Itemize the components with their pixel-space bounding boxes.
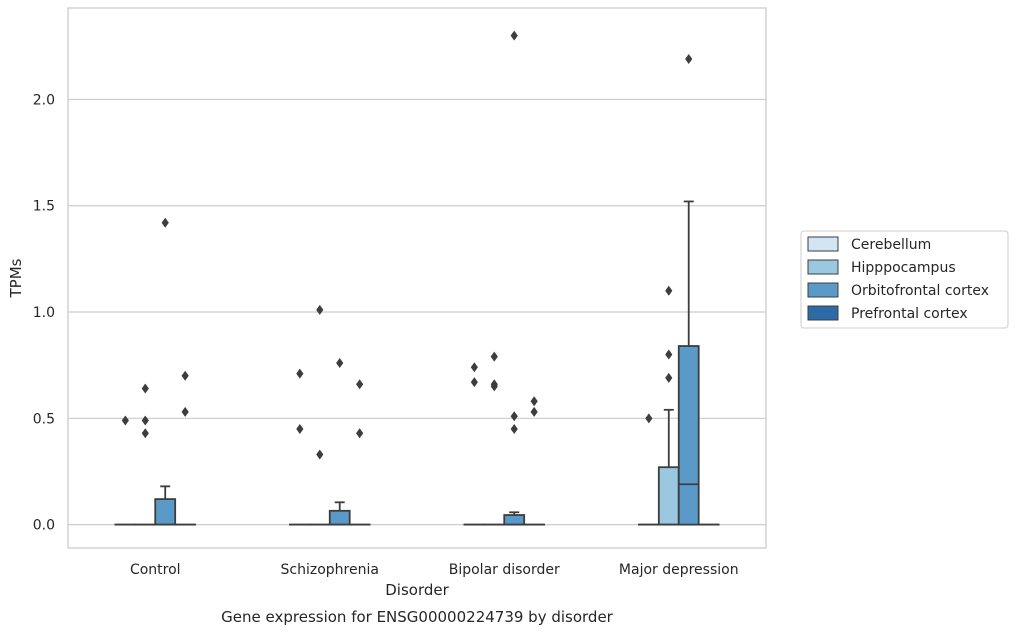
outlier-point <box>161 217 169 228</box>
outlier-point <box>336 358 344 369</box>
y-tick-labels: 0.0 0.5 1.0 1.5 2.0 <box>33 92 55 533</box>
x-axis-label: Disorder <box>385 581 449 599</box>
x-tick-label: Schizophrenia <box>281 562 379 578</box>
box-group <box>483 351 506 526</box>
box-group <box>348 379 371 526</box>
legend-entry-label: Prefrontal cortex <box>851 306 968 322</box>
box <box>503 514 526 526</box>
outlier-point <box>356 379 364 390</box>
legend-swatch <box>807 259 839 275</box>
outlier-point <box>490 351 498 362</box>
y-tick-label: 0.5 <box>33 411 55 427</box>
plot-background <box>68 8 766 548</box>
box-series <box>114 30 720 526</box>
box <box>677 345 700 526</box>
outlier-point <box>490 381 498 392</box>
legend-frame <box>800 230 1009 329</box>
box-group <box>174 370 197 526</box>
outlier-point <box>665 285 673 296</box>
outlier-point <box>356 428 364 439</box>
outlier-point <box>470 362 478 373</box>
y-tick-label: 1.5 <box>33 199 55 215</box>
outlier-point <box>470 377 478 388</box>
box-group <box>503 30 526 526</box>
outlier-point <box>510 411 518 422</box>
outlier-point <box>181 406 189 417</box>
outlier-point <box>141 428 149 439</box>
box-group <box>134 383 157 526</box>
outlier-point <box>296 368 304 379</box>
outlier-point <box>510 423 518 434</box>
outlier-point <box>141 415 149 426</box>
outlier-point <box>530 396 538 407</box>
outlier-point <box>645 413 653 424</box>
outlier-point <box>530 406 538 417</box>
x-tick-labels: Control Schizophrenia Bipolar disorder Majo… <box>130 562 739 578</box>
x-tick-label: Control <box>130 562 181 578</box>
outlier-point <box>316 449 324 460</box>
y-tick-label: 0.0 <box>33 518 55 534</box>
box <box>154 498 177 526</box>
legend: Cerebellum Hipppocampus Orbitofrontal cort… <box>800 230 1009 329</box>
outlier-point <box>316 304 324 315</box>
legend-entry-label: Hipppocampus <box>851 260 956 276</box>
legend-entry-label: Cerebellum <box>851 237 931 253</box>
box-group <box>523 396 546 526</box>
box-group <box>677 54 700 526</box>
box <box>657 466 680 526</box>
box-group <box>328 358 351 526</box>
outlier-point <box>685 54 693 65</box>
outlier-point <box>121 415 129 426</box>
outlier-point <box>181 370 189 381</box>
box <box>328 509 351 526</box>
legend-swatch <box>807 236 839 252</box>
y-tick-label: 2.0 <box>33 92 55 108</box>
x-tick-label: Major depression <box>619 562 739 578</box>
legend-swatch <box>807 305 839 321</box>
outlier-point <box>141 383 149 394</box>
chart-caption: Gene expression for ENSG00000224739 by d… <box>221 608 614 626</box>
outlier-point <box>510 30 518 41</box>
legend-swatch <box>807 282 839 298</box>
x-tick-label: Bipolar disorder <box>449 562 560 578</box>
y-tick-label: 1.0 <box>33 305 55 321</box>
legend-entry-label: Orbitofrontal cortex <box>851 283 989 299</box>
outlier-point <box>296 423 304 434</box>
box-group <box>154 217 177 526</box>
outlier-point <box>665 372 673 383</box>
outlier-point <box>665 349 673 360</box>
y-axis-label: TPMs <box>7 258 25 298</box>
plot-frame <box>67 7 767 549</box>
